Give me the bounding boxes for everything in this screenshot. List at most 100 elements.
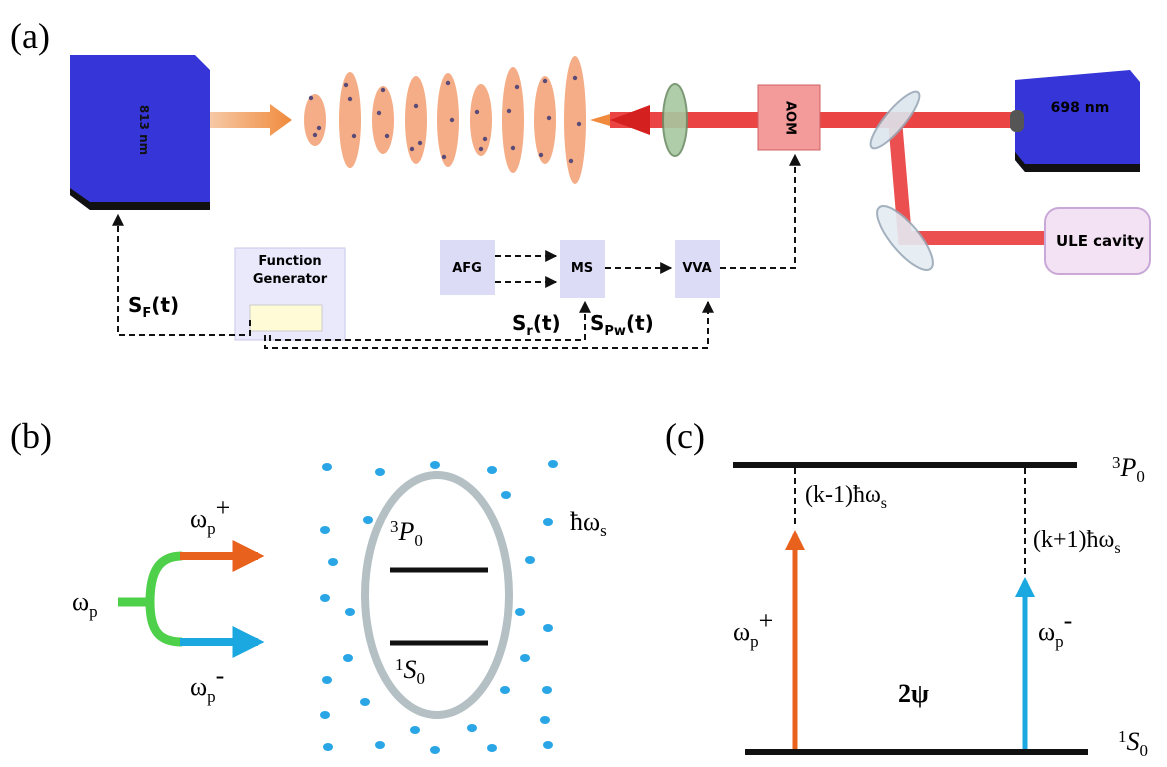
ule-label: ULE cavity <box>1056 232 1144 250</box>
atom-dot <box>569 159 573 163</box>
photon-label: ħωs <box>570 507 607 540</box>
photon-dot <box>320 526 330 534</box>
photon-dot <box>487 744 497 752</box>
photon-dot <box>322 676 332 684</box>
vva-label: VVA <box>682 261 711 276</box>
atom-dot <box>483 137 487 141</box>
laser-label: 813 nm <box>137 105 151 155</box>
lattice-site <box>564 56 586 184</box>
laser-aperture <box>1010 110 1024 132</box>
fg-screen <box>250 305 322 331</box>
panel-label: (b) <box>10 416 52 456</box>
laser-box <box>1015 70 1140 172</box>
photon-dot <box>543 741 553 749</box>
photons <box>320 460 558 754</box>
lattice <box>304 56 586 184</box>
atom-dot <box>573 76 577 80</box>
photon-dot <box>548 460 558 468</box>
photon-dot <box>410 726 420 734</box>
lattice-site <box>372 86 394 154</box>
photon-dot <box>501 491 511 499</box>
atom-dot <box>539 153 543 157</box>
ms-label: MS <box>571 261 593 276</box>
beam-arrow <box>210 104 292 136</box>
atom-dot <box>410 147 414 151</box>
beam-arrow <box>590 114 610 126</box>
photon-dot <box>322 463 332 471</box>
atom-dot <box>479 147 483 151</box>
photon-dot <box>500 686 510 694</box>
photon-dot <box>375 468 385 476</box>
lattice-site <box>437 73 459 167</box>
photon-dot <box>320 594 330 602</box>
fg-label: Function <box>258 254 321 269</box>
afg-label: AFG <box>452 261 482 276</box>
atom-dot <box>381 88 385 92</box>
atom-dot <box>577 122 581 126</box>
panel-b: (b) ωp+ ωp- ωp 3P0 1S0 ħωs <box>10 416 607 754</box>
photon-dot <box>343 654 353 662</box>
lattice-site <box>502 67 524 173</box>
beam-arrow <box>610 105 650 135</box>
photon-dot <box>543 624 553 632</box>
photon-dot <box>430 461 440 469</box>
lens <box>663 84 687 156</box>
panel-a: (a) 813 nm AOM 698 nm ULE cavity Functio… <box>10 16 1150 348</box>
photon-dot <box>375 741 385 749</box>
atom <box>365 475 509 715</box>
atom-dot <box>547 116 551 120</box>
photon-dot <box>320 711 330 719</box>
atom-dot <box>450 118 454 122</box>
fork <box>118 556 182 642</box>
photon-dot <box>323 743 333 751</box>
atom-dot <box>344 83 348 87</box>
atom-dot <box>352 134 356 138</box>
phase-label: 2ψ <box>898 679 929 708</box>
signal-label: SPw(t) <box>590 311 654 339</box>
photon-dot <box>543 518 553 526</box>
lattice-site <box>304 94 326 146</box>
level-label: 3P0 <box>390 517 423 550</box>
detuning-label: (k+1)ħωs <box>1033 527 1121 557</box>
level-label: 3P0 <box>1112 453 1145 486</box>
photon-dot <box>515 608 525 616</box>
atom-dot <box>543 79 547 83</box>
panel-label: (c) <box>665 416 705 456</box>
lattice-site <box>405 76 427 164</box>
atom-dot <box>377 111 381 115</box>
atom-dot <box>317 126 321 130</box>
atom-dot <box>348 97 352 101</box>
photon-dot <box>520 654 530 662</box>
laser-label: 698 nm <box>1051 100 1110 116</box>
photon-dot <box>540 716 550 724</box>
panel-label: (a) <box>10 16 50 56</box>
photon-dot <box>487 466 497 474</box>
photon-dot <box>345 608 355 616</box>
photon-dot <box>363 516 373 524</box>
photon-dot <box>542 686 552 694</box>
lattice-site <box>339 72 361 168</box>
panel-c: (c) 3P0 1S0 (k-1)ħωs (k+1)ħωs ωp+ ωp- 2ψ <box>665 416 1148 760</box>
figure: (a) 813 nm AOM 698 nm ULE cavity Functio… <box>0 0 1167 767</box>
signal-label: Sr(t) <box>512 311 561 339</box>
omega-label: ωp+ <box>733 606 773 651</box>
atom-dot <box>442 155 446 159</box>
atom-dot <box>309 96 313 100</box>
lattice-site <box>470 84 492 156</box>
fg-label: Generator <box>253 272 328 287</box>
atom-dot <box>511 146 515 150</box>
photon-dot <box>525 556 535 564</box>
photon-dot <box>360 698 370 706</box>
omega-label: ωp- <box>1038 606 1072 651</box>
photon-dot <box>430 746 440 754</box>
atom-dot <box>507 109 511 113</box>
aom-label: AOM <box>783 101 798 135</box>
atom-dot <box>515 85 519 89</box>
detuning-label: (k-1)ħωs <box>805 482 887 512</box>
atom-dot <box>414 104 418 108</box>
atom-dot <box>313 133 317 137</box>
level-label: 1S0 <box>1118 727 1148 760</box>
omega-label: ωp- <box>190 661 224 706</box>
omega-label: ωp <box>72 587 98 621</box>
atom-dot <box>418 141 422 145</box>
